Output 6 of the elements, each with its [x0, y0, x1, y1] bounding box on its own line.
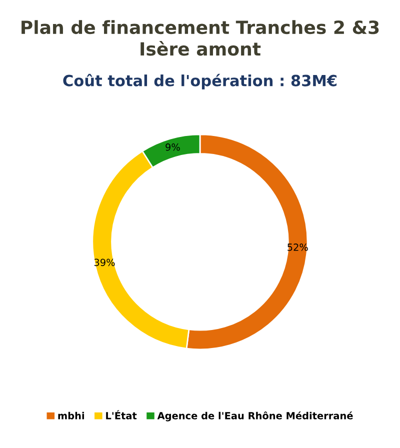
data-label: 9%: [166, 143, 180, 151]
legend-label: Agence de l'Eau Rhône Méditerrané: [157, 411, 353, 422]
chart-title: Plan de financement Tranches 2 &3 Isère amont: [22, 20, 379, 56]
legend-label: L'État: [106, 410, 137, 420]
legend-label: mbhi: [58, 412, 84, 420]
chart-subtitle: Coût total de l'opération : 83M€: [63, 74, 337, 90]
